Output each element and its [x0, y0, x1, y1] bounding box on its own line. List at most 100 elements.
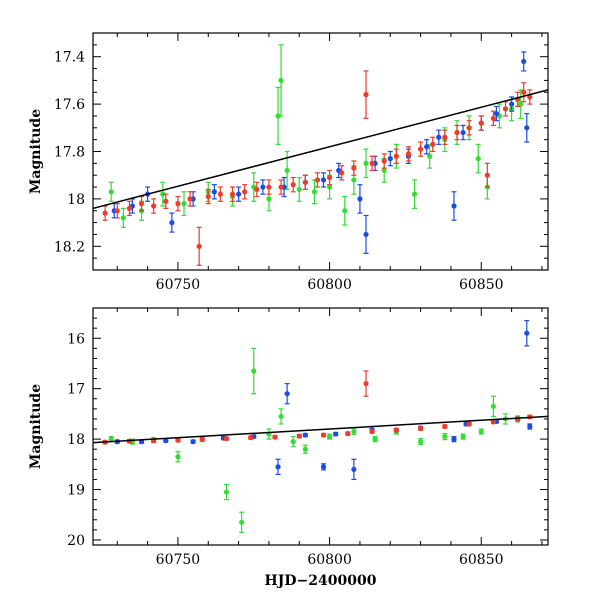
data-point: [175, 454, 181, 460]
data-point: [211, 189, 217, 195]
data-point: [466, 421, 472, 427]
data-point: [351, 165, 357, 171]
data-point: [381, 167, 387, 174]
data-point: [524, 330, 530, 336]
data-point: [442, 433, 448, 440]
data-point: [478, 428, 484, 435]
y-tick-label: 16: [67, 331, 85, 347]
data-point: [363, 381, 369, 387]
data-point: [451, 436, 457, 442]
data-point: [114, 208, 120, 214]
series-3: [102, 70, 533, 266]
data-point: [175, 201, 181, 207]
data-point: [333, 431, 339, 437]
bottom-panel: 60750 60800 60850 16 17 18 19 20 Magnitude HJD−24…: [28, 307, 549, 589]
data-point: [290, 439, 296, 445]
x-tick-label: 60800: [307, 552, 352, 568]
data-point: [223, 436, 230, 442]
series-3: [102, 370, 533, 445]
data-point: [284, 167, 290, 174]
data-point: [387, 156, 393, 162]
y-tick-label: 17.8: [54, 145, 85, 161]
data-point: [521, 58, 527, 65]
data-point: [302, 179, 308, 185]
data-point: [223, 489, 230, 495]
data-point: [466, 125, 472, 131]
plot-area: [93, 320, 548, 533]
data-point: [418, 425, 424, 432]
data-point: [163, 438, 169, 444]
data-point: [260, 184, 266, 190]
data-point: [102, 210, 108, 216]
data-point: [272, 434, 278, 440]
data-point: [363, 160, 369, 166]
data-point: [351, 466, 357, 472]
data-point: [393, 153, 399, 159]
top-panel: 60750 60800 60850 17.4 17.6 17.8 18 18.2 Magnitu…: [28, 32, 549, 293]
data-point: [427, 153, 433, 159]
data-point: [345, 430, 351, 437]
data-point: [275, 464, 281, 470]
data-point: [327, 433, 333, 440]
data-point: [418, 146, 424, 152]
data-point: [351, 177, 357, 183]
data-point: [518, 101, 524, 107]
data-point: [424, 144, 430, 150]
y-tick-label: 20: [67, 533, 85, 549]
data-point: [296, 186, 302, 193]
data-point: [369, 428, 375, 435]
plot-frame: [92, 32, 549, 271]
data-point: [411, 191, 418, 197]
data-point: [181, 201, 187, 207]
plot-frame: [92, 307, 549, 546]
data-point: [278, 77, 284, 83]
data-point: [275, 113, 281, 119]
data-point: [478, 120, 484, 126]
x-tick-label: 60750: [156, 552, 201, 568]
data-point: [327, 184, 333, 190]
fit-line: [93, 415, 548, 444]
data-point: [381, 158, 387, 164]
data-point: [320, 432, 327, 438]
x-tick-label: 60850: [459, 552, 504, 568]
data-point: [490, 403, 496, 409]
data-point: [475, 156, 481, 162]
data-point: [266, 196, 272, 202]
y-tick-label: 17.4: [54, 50, 85, 66]
data-point: [357, 196, 363, 202]
data-point: [521, 89, 527, 95]
y-axis-label: Magnitude: [28, 384, 44, 469]
data-point: [284, 391, 290, 397]
data-point: [327, 174, 333, 181]
data-point: [138, 201, 145, 207]
data-point: [251, 368, 257, 374]
data-point: [430, 141, 436, 147]
data-point: [527, 423, 533, 430]
data-point: [205, 193, 211, 200]
data-point: [108, 436, 114, 442]
data-point: [108, 189, 114, 195]
data-point: [372, 436, 378, 442]
data-point: [302, 446, 308, 452]
x-tick-label: 60850: [459, 277, 504, 293]
data-point: [451, 203, 457, 209]
data-point: [493, 110, 500, 117]
data-point: [169, 220, 175, 226]
data-point: [363, 231, 369, 238]
data-point: [490, 419, 496, 425]
series-2: [111, 51, 530, 255]
data-point: [509, 101, 515, 107]
data-point: [290, 182, 296, 188]
y-axis-label: Magnitude: [28, 109, 44, 194]
data-point: [151, 203, 157, 209]
data-point: [217, 191, 223, 197]
y-tick-label: 17: [67, 382, 85, 398]
data-point: [266, 184, 272, 190]
data-point: [393, 427, 399, 433]
x-axis-label: HJD−2400000: [265, 573, 377, 589]
plot-area: [93, 44, 548, 266]
data-point: [460, 129, 466, 136]
data-point: [320, 464, 327, 470]
data-point: [236, 191, 242, 197]
